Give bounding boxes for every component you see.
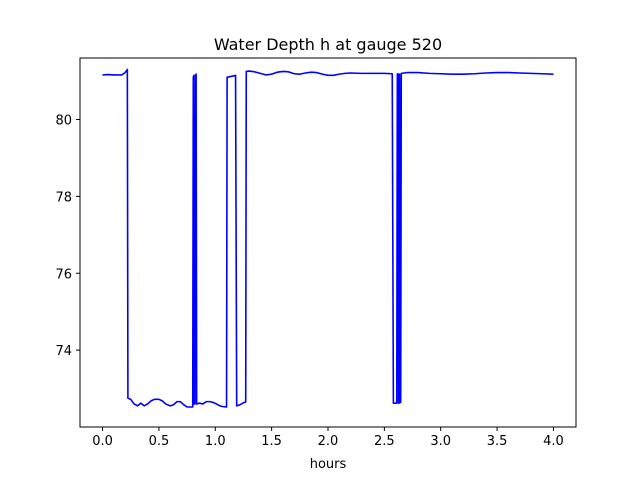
x-tick-label: 1.5 — [261, 434, 282, 449]
x-axis-label: hours — [310, 457, 347, 472]
y-tick-label: 76 — [55, 267, 72, 282]
x-tick-label: 2.5 — [374, 434, 395, 449]
chart-title: Water Depth h at gauge 520 — [214, 35, 442, 54]
y-tick-label: 80 — [55, 114, 72, 129]
x-tick-label: 0.0 — [92, 434, 113, 449]
x-tick-label: 1.0 — [205, 434, 226, 449]
plot-area — [102, 68, 554, 408]
x-tick-label: 4.0 — [543, 434, 564, 449]
x-tick-label: 3.0 — [430, 434, 451, 449]
series-line-0 — [102, 68, 554, 408]
x-tick-label: 0.5 — [149, 434, 170, 449]
x-tick-label: 2.0 — [318, 434, 339, 449]
x-tick-label: 3.5 — [487, 434, 508, 449]
y-tick-label: 78 — [55, 190, 72, 205]
axes: 0.0 0.5 1.0 1.5 2.0 2.5 3.0 3.5 4.0 74 76 78 80 — [55, 57, 577, 449]
y-tick-label: 74 — [55, 344, 72, 359]
